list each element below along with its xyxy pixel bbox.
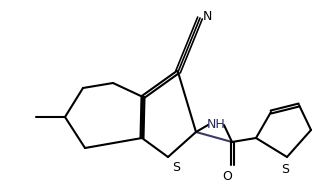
Text: S: S	[172, 161, 180, 174]
Text: O: O	[222, 170, 232, 183]
Text: NH: NH	[207, 119, 225, 131]
Text: S: S	[281, 163, 289, 176]
Text: N: N	[203, 9, 212, 23]
